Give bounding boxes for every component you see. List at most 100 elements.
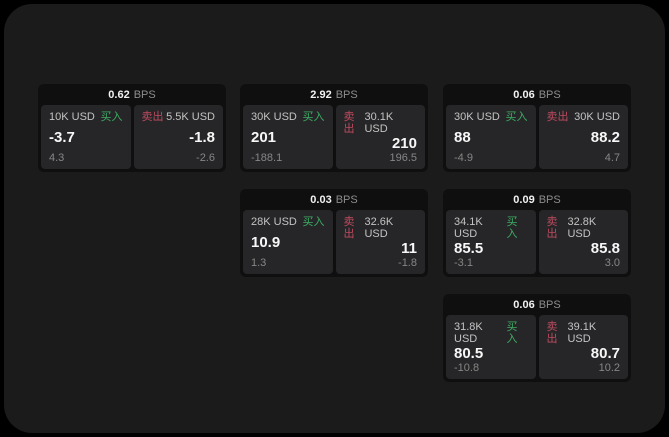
buy-side-label: 买入 xyxy=(100,111,123,123)
sell-panel[interactable]: 卖出 5.5K USD -1.8 -2.6 xyxy=(133,105,223,169)
buy-panel[interactable]: 34.1K USD 买入 85.5 -3.1 xyxy=(446,210,536,274)
spread-unit: BPS xyxy=(133,88,156,101)
buy-panel-top: 30K USD 买入 xyxy=(454,111,528,123)
buy-panel[interactable]: 30K USD 买入 88 -4.9 xyxy=(446,105,536,169)
quote-panels: 30K USD 买入 88 -4.9 卖出 30K USD 88.2 4.7 xyxy=(443,105,631,172)
quote-card: 0.06 BPS 30K USD 买入 88 -4.9 卖出 30K USD xyxy=(443,84,631,172)
quote-card: 2.92 BPS 30K USD 买入 201 -188.1 卖出 30.1K … xyxy=(240,84,428,172)
sell-side-label: 卖出 xyxy=(546,321,558,345)
spread-header: 0.03 BPS xyxy=(240,189,428,210)
buy-delta: -4.9 xyxy=(454,152,473,164)
spread-unit: BPS xyxy=(335,193,358,206)
buy-delta: -3.1 xyxy=(454,257,473,269)
buy-amount: 10K USD xyxy=(49,111,95,123)
spread-value: 0.03 xyxy=(310,193,332,206)
sell-price: 80.7 xyxy=(590,345,620,362)
sell-price: 88.2 xyxy=(590,129,620,146)
spread-header: 0.06 BPS xyxy=(443,294,631,315)
sell-amount: 30.1K USD xyxy=(364,111,394,135)
sell-panel[interactable]: 卖出 30K USD 88.2 4.7 xyxy=(538,105,628,169)
quote-card: 0.06 BPS 31.8K USD 买入 80.5 -10.8 卖出 39.1… xyxy=(443,294,631,382)
buy-panel[interactable]: 28K USD 买入 10.9 1.3 xyxy=(243,210,333,274)
sell-panel[interactable]: 卖出 39.1K USD 80.7 10.2 xyxy=(538,315,628,379)
spread-value: 0.06 xyxy=(513,88,535,101)
spread-value: 0.09 xyxy=(513,193,535,206)
buy-panel-top: 30K USD 买入 xyxy=(251,111,325,123)
spread-header: 0.62 BPS xyxy=(38,84,226,105)
sell-panel-top: 卖出 39.1K USD xyxy=(547,321,621,345)
buy-side-label: 买入 xyxy=(302,111,325,123)
sell-delta: -2.6 xyxy=(196,152,215,164)
buy-delta: -10.8 xyxy=(454,362,480,374)
buy-amount: 34.1K USD xyxy=(454,216,483,240)
sell-amount: 30K USD xyxy=(574,111,620,123)
quote-panels: 34.1K USD 买入 85.5 -3.1 卖出 32.8K USD 85.8… xyxy=(443,210,631,277)
sell-delta: 4.7 xyxy=(604,152,620,164)
quote-card: 0.03 BPS 28K USD 买入 10.9 1.3 卖出 32.6K US… xyxy=(240,189,428,277)
spread-header: 0.06 BPS xyxy=(443,84,631,105)
buy-amount: 31.8K USD xyxy=(454,321,483,345)
buy-panel-top: 10K USD 买入 xyxy=(49,111,123,123)
spread-value: 2.92 xyxy=(310,88,332,101)
quote-panels: 31.8K USD 买入 80.5 -10.8 卖出 39.1K USD 80.… xyxy=(443,315,631,382)
spread-header: 0.09 BPS xyxy=(443,189,631,210)
buy-amount: 30K USD xyxy=(454,111,500,123)
sell-price: -1.8 xyxy=(189,129,215,146)
sell-side-label: 卖出 xyxy=(141,111,164,123)
spread-unit: BPS xyxy=(538,193,561,206)
buy-price: 88 xyxy=(454,129,471,146)
sell-panel-top: 卖出 32.8K USD xyxy=(547,216,621,240)
sell-panel-top: 卖出 32.6K USD xyxy=(344,216,418,240)
buy-panel-top: 34.1K USD 买入 xyxy=(454,216,528,240)
sell-side-label: 卖出 xyxy=(343,111,355,135)
buy-delta: 4.3 xyxy=(49,152,65,164)
sell-delta: 3.0 xyxy=(604,257,620,269)
quote-panels: 30K USD 买入 201 -188.1 卖出 30.1K USD 210 1… xyxy=(240,105,428,172)
sell-price: 11 xyxy=(401,240,417,257)
spread-unit: BPS xyxy=(538,298,561,311)
sell-amount: 5.5K USD xyxy=(166,111,215,123)
buy-amount: 30K USD xyxy=(251,111,297,123)
sell-panel-top: 卖出 5.5K USD xyxy=(142,111,216,123)
spread-value: 0.62 xyxy=(108,88,130,101)
sell-panel-top: 卖出 30K USD xyxy=(547,111,621,123)
sell-panel[interactable]: 卖出 32.6K USD 11 -1.8 xyxy=(335,210,425,274)
buy-price: 85.5 xyxy=(454,240,484,257)
buy-amount: 28K USD xyxy=(251,216,297,228)
spread-header: 2.92 BPS xyxy=(240,84,428,105)
buy-panel[interactable]: 31.8K USD 买入 80.5 -10.8 xyxy=(446,315,536,379)
sell-price: 85.8 xyxy=(590,240,620,257)
buy-price: 80.5 xyxy=(454,345,484,362)
sell-amount: 39.1K USD xyxy=(567,321,597,345)
quote-panels: 28K USD 买入 10.9 1.3 卖出 32.6K USD 11 -1.8 xyxy=(240,210,428,277)
buy-panel[interactable]: 30K USD 买入 201 -188.1 xyxy=(243,105,333,169)
spread-unit: BPS xyxy=(538,88,561,101)
sell-delta: -1.8 xyxy=(398,257,417,269)
buy-price: -3.7 xyxy=(49,129,75,146)
sell-panel[interactable]: 卖出 32.8K USD 85.8 3.0 xyxy=(538,210,628,274)
sell-side-label: 卖出 xyxy=(343,216,355,240)
spread-value: 0.06 xyxy=(513,298,535,311)
sell-panel-top: 卖出 30.1K USD xyxy=(344,111,418,135)
buy-side-label: 买入 xyxy=(506,321,518,345)
sell-price: 210 xyxy=(391,135,417,152)
buy-panel-top: 28K USD 买入 xyxy=(251,216,325,228)
quotes-board: 0.62 BPS 10K USD 买入 -3.7 4.3 卖出 5.5K USD xyxy=(4,4,665,433)
buy-delta: 1.3 xyxy=(251,257,267,269)
sell-delta: 10.2 xyxy=(598,362,620,374)
quote-card: 0.09 BPS 34.1K USD 买入 85.5 -3.1 卖出 32.8K… xyxy=(443,189,631,277)
sell-side-label: 卖出 xyxy=(546,111,569,123)
sell-side-label: 卖出 xyxy=(546,216,558,240)
buy-side-label: 买入 xyxy=(505,111,528,123)
sell-amount: 32.8K USD xyxy=(567,216,597,240)
buy-panel[interactable]: 10K USD 买入 -3.7 4.3 xyxy=(41,105,131,169)
buy-panel-top: 31.8K USD 买入 xyxy=(454,321,528,345)
buy-side-label: 买入 xyxy=(506,216,518,240)
buy-price: 201 xyxy=(251,129,277,146)
sell-delta: 196.5 xyxy=(389,152,417,164)
buy-price: 10.9 xyxy=(251,234,281,251)
quote-panels: 10K USD 买入 -3.7 4.3 卖出 5.5K USD -1.8 -2.… xyxy=(38,105,226,172)
buy-side-label: 买入 xyxy=(302,216,325,228)
sell-panel[interactable]: 卖出 30.1K USD 210 196.5 xyxy=(335,105,425,169)
